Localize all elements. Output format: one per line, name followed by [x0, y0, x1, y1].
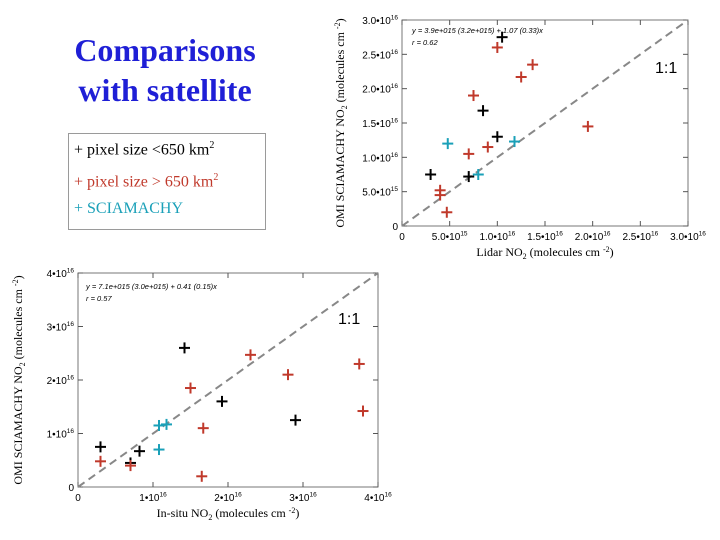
one-to-one-line	[77, 272, 379, 488]
data-point-red	[245, 349, 256, 361]
data-point-red	[434, 189, 446, 201]
data-point-red	[125, 460, 136, 472]
data-point-cyan	[472, 169, 484, 180]
data-point-red	[463, 148, 475, 160]
slide-title: Comparisons with satellite	[40, 30, 290, 110]
data-point-red	[527, 59, 539, 71]
legend-entry-sciamachy: + SCIAMACHY	[74, 200, 184, 217]
one-to-one-label: 1:1	[655, 60, 677, 77]
data-point-black	[496, 31, 508, 43]
data-point-cyan	[442, 138, 454, 150]
data-point-red	[196, 470, 208, 482]
data-point-black	[463, 171, 475, 183]
data-point-red	[582, 120, 594, 132]
title-line-1: Comparisons	[74, 32, 256, 68]
data-point-red	[441, 206, 453, 218]
x-tick-label: 0	[399, 232, 405, 243]
x-tick-label: 2•1016	[214, 492, 242, 505]
data-point-black	[216, 395, 228, 407]
y-tick-label: 4•1016	[47, 268, 75, 281]
data-point-cyan	[153, 419, 165, 431]
legend-entry-small-pixel: + pixel size <650 km2	[74, 140, 215, 159]
data-point-red	[482, 141, 494, 153]
data-point-cyan	[508, 136, 520, 148]
lidar-comparison-chart: 0 5.0•1015 1.0•1016 1.5•1016 2.0•1016 2.5•101…	[333, 15, 706, 262]
data-point-red	[491, 41, 503, 53]
y-tick-label: 2.0•1016	[362, 83, 398, 96]
insitu-comparison-chart: 0 1•1016 2•1016 3•1016 4•1016 0 1•1016 2•1016 3•…	[11, 268, 392, 523]
x-tick-label: 2.0•1016	[575, 231, 611, 244]
data-point-cyan	[161, 418, 172, 430]
one-to-one-label: 1:1	[338, 311, 360, 328]
data-point-red	[357, 405, 369, 417]
x-tick-label: 2.5•1016	[622, 231, 658, 244]
y-tick-label: 1.5•1016	[362, 118, 398, 131]
regression-stats: r = 0.57	[86, 294, 112, 303]
data-point-black	[95, 441, 106, 453]
y-tick-label: 2•1016	[47, 375, 75, 388]
x-tick-label: 5.0•1015	[432, 231, 468, 244]
data-point-red	[197, 422, 209, 434]
y-tick-label: 3.0•1016	[362, 15, 398, 28]
data-point-red	[515, 71, 527, 83]
y-tick-label: 0	[392, 222, 398, 233]
x-tick-label: 3.0•1016	[670, 231, 706, 244]
data-point-red	[282, 369, 294, 381]
regression-stats: r = 0.62	[412, 38, 438, 47]
legend-entry-large-pixel: + pixel size > 650 km2	[74, 172, 219, 191]
data-point-black	[477, 105, 489, 117]
x-tick-label: 3•1016	[289, 492, 317, 505]
data-point-black	[425, 169, 437, 180]
x-axis-label: In-situ NO2 (molecules cm -2)	[157, 506, 300, 522]
y-tick-label: 5.0•1015	[362, 186, 398, 199]
title-line-2: with satellite	[78, 72, 252, 108]
x-tick-label: 1.0•1016	[479, 231, 515, 244]
data-point-black	[179, 342, 190, 354]
y-tick-label: 0	[68, 483, 74, 494]
data-point-red	[185, 382, 196, 394]
x-axis-label: Lidar NO2 (molecules cm -2)	[476, 245, 613, 261]
data-point-red	[353, 358, 365, 370]
x-tick-label: 1.5•1016	[527, 231, 563, 244]
data-point-black	[491, 131, 503, 143]
y-tick-label: 2.5•1016	[362, 49, 398, 62]
x-tick-label: 0	[75, 493, 81, 504]
y-tick-label: 1•1016	[47, 428, 75, 441]
y-tick-label: 1.0•1016	[362, 152, 398, 165]
x-tick-label: 4•1016	[364, 492, 392, 505]
regression-stats: y = 3.9e+015 (3.2e+015) + 1.07 (0.33)x	[411, 26, 543, 35]
y-axis-label: OMI SCIAMACHY NO2 (molecules cm -2)	[333, 18, 349, 227]
one-to-one-line	[401, 19, 689, 227]
legend-box: + pixel size <650 km2 + pixel size > 650…	[68, 133, 266, 230]
y-axis-label: OMI SCIAMACHY NO2 (molecules cm -2)	[11, 275, 27, 484]
data-point-black	[290, 414, 301, 426]
regression-stats: y = 7.1e+015 (3.0e+015) + 0.41 (0.15)x	[85, 282, 217, 291]
data-point-black	[134, 445, 145, 457]
data-point-red	[468, 90, 479, 102]
data-point-red	[95, 455, 106, 467]
data-point-cyan	[153, 444, 165, 456]
x-tick-label: 1•1016	[139, 492, 167, 505]
y-tick-label: 3•1016	[47, 321, 75, 334]
